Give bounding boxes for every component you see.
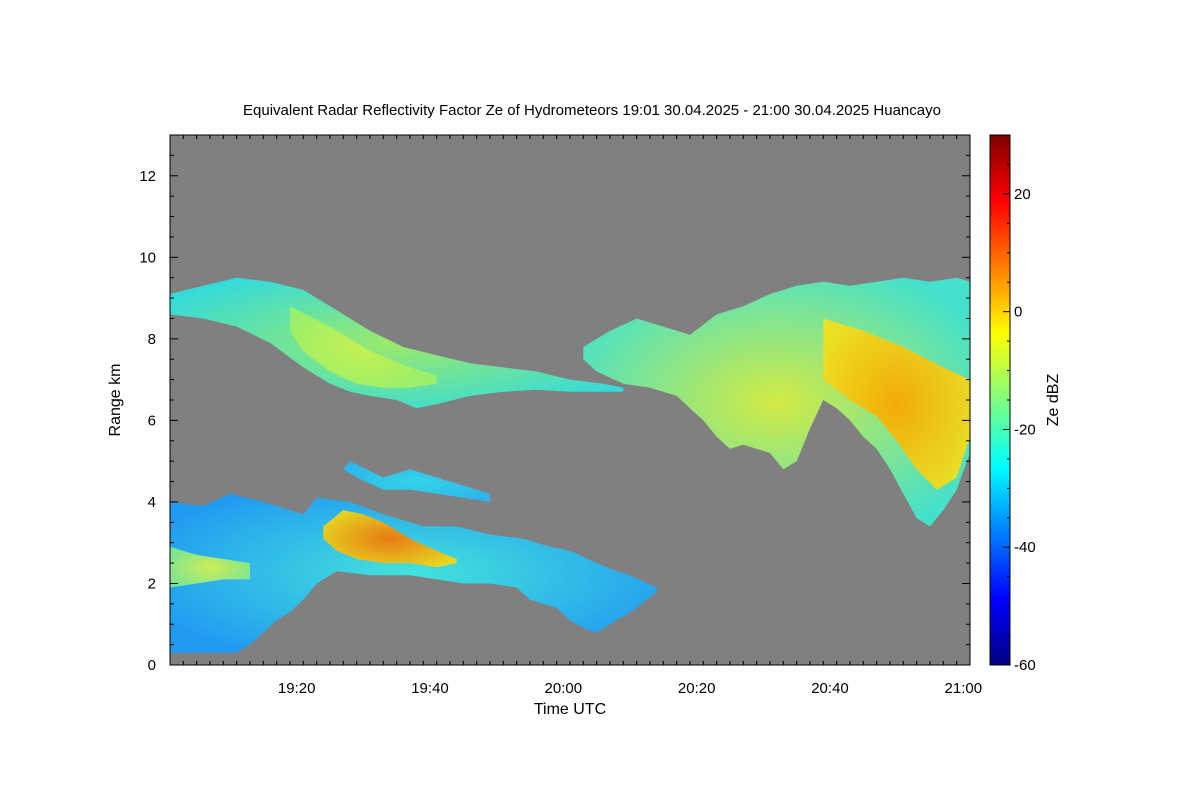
colorbar-tick-label: -40 (1014, 539, 1036, 556)
x-tick-label: 21:00 (945, 680, 983, 697)
colorbar-tick-label: 20 (1014, 186, 1031, 203)
x-tick-label: 20:00 (545, 680, 583, 697)
colorbar: 20 0 -20 -40 -60 Ze dBZ (989, 134, 1062, 674)
echo-region-mid-streak (343, 461, 490, 502)
echo-region-upper-cirrus-west-core (290, 306, 437, 388)
y-tick-label: 10 (139, 249, 156, 266)
y-axis: 0 2 4 6 8 10 12 (139, 134, 970, 674)
x-axis: 19:20 19:40 20:00 20:20 20:40 21:00 (169, 135, 983, 697)
echo-layer (170, 277, 970, 653)
y-tick-label: 0 (148, 657, 156, 674)
y-tick-label: 12 (139, 168, 156, 185)
echo-region-lower-left-core (170, 546, 250, 588)
colorbar-tick-label: -20 (1014, 421, 1036, 438)
plot-area (169, 134, 971, 666)
echo-region-lower-cloud (170, 493, 657, 653)
colorbar-tick-label: 0 (1014, 304, 1022, 321)
y-tick-label: 2 (148, 575, 156, 592)
x-tick-label: 19:40 (411, 680, 449, 697)
colorbar-tick-label: -60 (1014, 657, 1036, 674)
x-tick-label: 20:40 (811, 680, 849, 697)
y-tick-label: 4 (148, 494, 156, 511)
y-axis-title: Range km (107, 364, 124, 437)
chart-title: Equivalent Radar Reflectivity Factor Ze … (243, 102, 941, 119)
echo-region-upper-cloud-east-core (823, 318, 970, 490)
echo-region-lower-cloud-core (323, 510, 457, 568)
colorbar-title: Ze dBZ (1045, 374, 1062, 427)
x-tick-label: 19:20 (278, 680, 316, 697)
x-axis-title: Time UTC (534, 701, 606, 718)
y-tick-label: 8 (148, 331, 156, 348)
colorbar-ticks: 20 0 -20 -40 -60 (1003, 134, 1036, 674)
x-tick-label: 20:20 (678, 680, 716, 697)
y-tick-label: 6 (148, 412, 156, 429)
echo-region-upper-cirrus-west (170, 277, 624, 409)
